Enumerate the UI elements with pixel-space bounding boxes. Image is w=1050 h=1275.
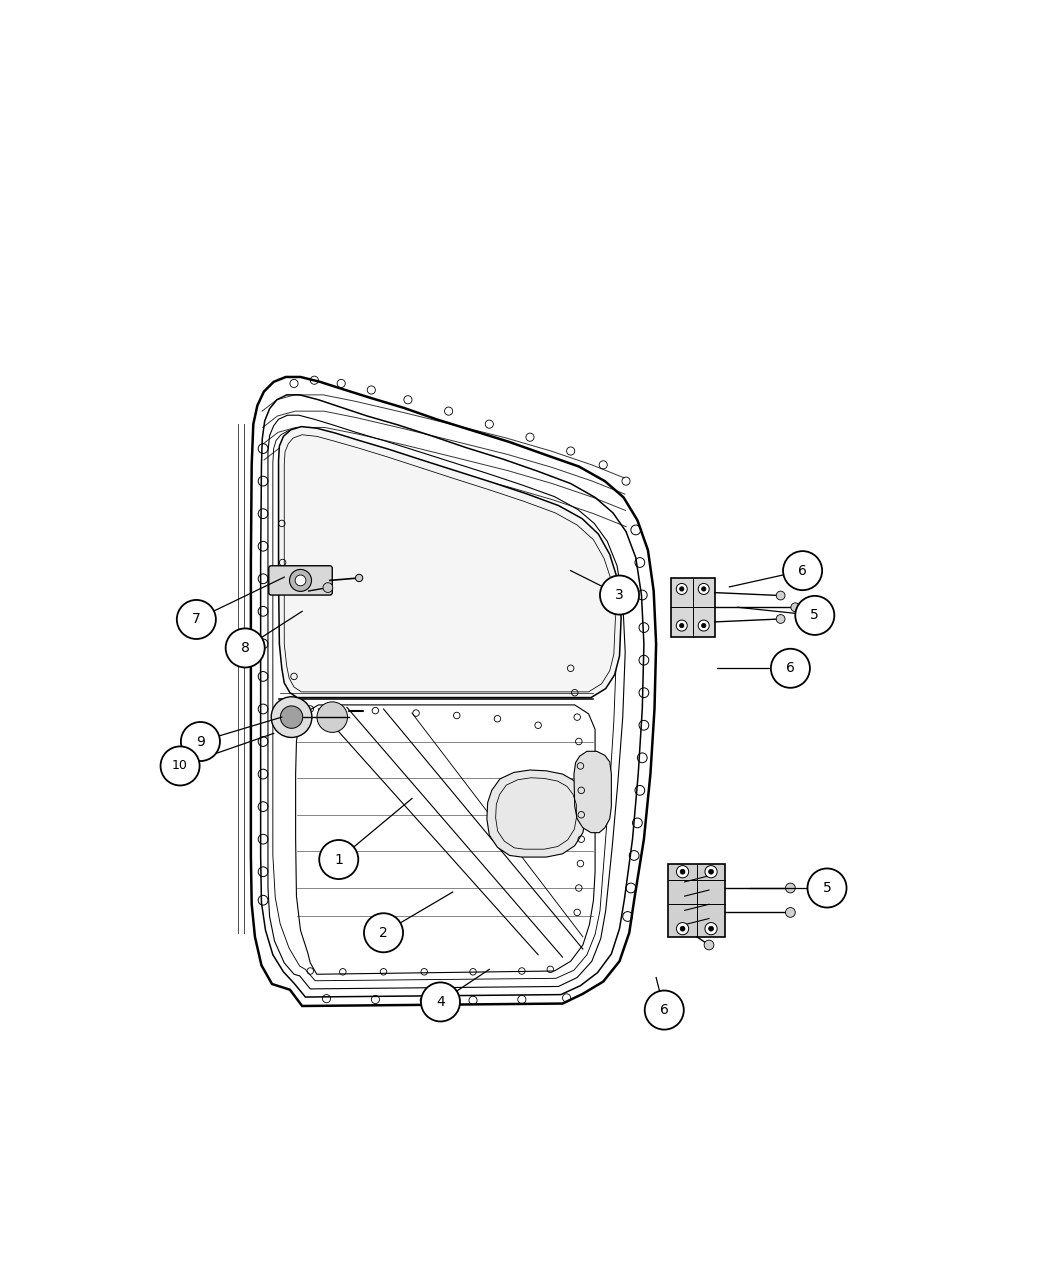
Text: 9: 9 [196,734,205,748]
Circle shape [698,584,709,594]
Circle shape [709,870,714,875]
Polygon shape [574,751,611,833]
Polygon shape [278,427,622,697]
Circle shape [181,722,219,761]
Circle shape [679,586,684,592]
Circle shape [290,570,312,592]
Circle shape [226,629,265,668]
Circle shape [676,866,689,877]
Circle shape [791,603,800,612]
Circle shape [705,866,717,877]
Circle shape [698,620,709,631]
Circle shape [323,583,333,593]
Circle shape [295,575,306,585]
Circle shape [776,615,785,623]
Text: 2: 2 [379,926,387,940]
Circle shape [176,601,216,639]
Text: 10: 10 [172,760,188,773]
Text: 8: 8 [240,641,250,655]
FancyBboxPatch shape [671,578,715,636]
Text: 7: 7 [192,612,201,626]
FancyBboxPatch shape [668,863,726,937]
Circle shape [356,574,362,581]
Circle shape [645,991,684,1030]
Text: 6: 6 [798,564,807,578]
Text: 5: 5 [811,608,819,622]
Circle shape [807,868,846,908]
Circle shape [679,623,684,627]
Text: 3: 3 [615,588,624,602]
Circle shape [705,940,714,950]
Circle shape [701,623,706,627]
Circle shape [421,983,460,1021]
Text: 5: 5 [822,881,832,895]
Circle shape [785,908,795,917]
Circle shape [161,746,200,785]
Circle shape [701,586,706,592]
Circle shape [600,575,639,615]
Circle shape [705,923,717,935]
Circle shape [676,923,689,935]
Circle shape [771,649,810,687]
Circle shape [795,595,835,635]
Polygon shape [487,770,585,857]
Text: 6: 6 [659,1003,669,1017]
Circle shape [776,592,785,601]
Circle shape [319,840,358,878]
Circle shape [317,701,348,732]
Circle shape [680,870,685,875]
FancyBboxPatch shape [269,566,332,595]
Polygon shape [251,377,656,1006]
Circle shape [676,584,688,594]
Circle shape [271,696,312,737]
Text: 4: 4 [436,994,445,1009]
Circle shape [364,913,403,952]
Circle shape [783,551,822,590]
Polygon shape [296,705,595,974]
Text: 1: 1 [334,853,343,867]
Circle shape [280,706,302,728]
Circle shape [709,926,714,931]
Circle shape [785,884,795,892]
Text: 6: 6 [786,662,795,676]
Circle shape [680,926,685,931]
Circle shape [676,620,688,631]
